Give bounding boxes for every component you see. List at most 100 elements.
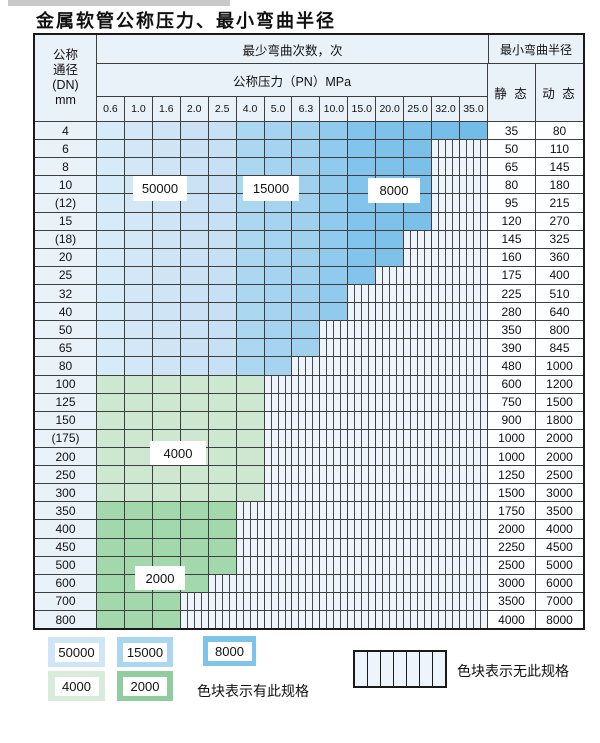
spec-cell	[152, 610, 181, 629]
spec-cell	[152, 393, 181, 411]
no-spec-cell	[348, 466, 377, 484]
no-spec-cell	[404, 266, 433, 284]
spec-cell	[236, 230, 265, 248]
dynamic-radius-cell: 4000	[536, 520, 583, 538]
no-spec-cell	[236, 502, 265, 520]
no-spec-cell	[459, 502, 488, 520]
spec-cell	[124, 321, 153, 339]
no-spec-cell	[348, 502, 377, 520]
no-spec-cell	[404, 411, 433, 429]
dynamic-radius-cell: 80	[536, 122, 583, 140]
pn-column-header: 15.0	[348, 97, 377, 121]
spec-cell	[124, 339, 153, 357]
spec-cell	[97, 393, 125, 411]
no-spec-cell	[459, 520, 488, 538]
no-spec-cell	[348, 411, 377, 429]
table-row: 80 480 1000	[35, 356, 583, 375]
spec-cell	[124, 158, 153, 176]
table-row: 20 160 360	[35, 247, 583, 266]
no-spec-cell	[376, 520, 405, 538]
spec-cell	[124, 230, 153, 248]
dn-cell: 80	[35, 357, 97, 375]
no-spec-cell	[208, 610, 237, 629]
spec-cell	[236, 284, 265, 303]
spec-cell	[348, 140, 377, 158]
pn-column-header: 6.3	[292, 97, 321, 121]
dynamic-radius-cell: 1200	[536, 375, 583, 393]
no-spec-cell	[376, 447, 405, 466]
spec-cell	[180, 484, 209, 502]
dn-cell: 32	[35, 284, 97, 303]
dynamic-radius-cell: 400	[536, 266, 583, 284]
spec-cell	[208, 520, 237, 538]
dn-column-header: 公称 通径 (DN) mm	[35, 35, 97, 121]
spec-cell	[97, 556, 125, 574]
spec-cell	[208, 303, 237, 321]
spec-cell	[97, 520, 125, 538]
dn-cell: 20	[35, 248, 97, 266]
no-spec-cell	[459, 303, 488, 321]
pn-strip	[97, 357, 488, 375]
no-spec-cell	[264, 610, 293, 629]
spec-cell	[376, 140, 405, 158]
dynamic-column-header: 动 态	[542, 87, 577, 101]
dynamic-radius-cell: 8000	[536, 610, 583, 629]
legend-swatch-label: 8000	[207, 641, 252, 661]
dn-cell: 100	[35, 375, 97, 393]
spec-cell	[152, 284, 181, 303]
no-spec-cell	[432, 429, 460, 447]
spec-cell	[264, 266, 293, 284]
region-label-2000: 2000	[135, 566, 185, 590]
table-row: 300 1500 3000	[35, 483, 583, 502]
table-row: 4 35 80	[35, 121, 583, 140]
spec-cell	[97, 411, 125, 429]
spec-cell	[180, 248, 209, 266]
top-edge-strip	[8, 0, 230, 6]
no-spec-cell	[432, 502, 460, 520]
spec-cell	[264, 248, 293, 266]
dynamic-radius-cell: 510	[536, 284, 583, 303]
legend-swatch-label: 2000	[123, 676, 167, 696]
spec-cell	[97, 194, 125, 212]
table-row: 65 390 845	[35, 338, 583, 357]
static-radius-cell: 2500	[487, 556, 536, 574]
spec-cell	[320, 194, 349, 212]
no-spec-cell	[264, 502, 293, 520]
no-spec-cell	[236, 520, 265, 538]
static-radius-cell: 3500	[487, 592, 536, 610]
table-row: 250 1250 2500	[35, 465, 583, 484]
table-row: 125 750 1500	[35, 392, 583, 411]
spec-cell	[208, 484, 237, 502]
dn-cell: 450	[35, 538, 97, 556]
min-radius-header: 最小弯曲半径	[499, 42, 572, 57]
dn-cell: (12)	[35, 194, 97, 212]
spec-cell	[376, 158, 405, 176]
no-spec-cell	[432, 158, 460, 176]
spec-cell	[97, 140, 125, 158]
spec-cell	[292, 212, 321, 230]
dn-cell: 50	[35, 321, 97, 339]
dynamic-radius-cell: 360	[536, 248, 583, 266]
no-spec-cell	[376, 375, 405, 393]
no-spec-cell	[432, 592, 460, 610]
spec-cell	[124, 484, 153, 502]
no-spec-cell	[459, 212, 488, 230]
no-spec-cell	[376, 339, 405, 357]
spec-cell	[264, 339, 293, 357]
no-spec-cell	[404, 357, 433, 375]
no-spec-cell	[320, 321, 349, 339]
spec-cell	[292, 248, 321, 266]
spec-cell	[264, 140, 293, 158]
no-spec-cell	[348, 538, 377, 556]
pn-column-header: 2.5	[209, 97, 237, 121]
spec-cell	[292, 122, 321, 140]
spec-cell	[97, 574, 125, 592]
no-spec-cell	[432, 176, 460, 194]
spec-cell	[152, 212, 181, 230]
no-spec-cell	[264, 393, 293, 411]
pn-strip	[97, 321, 488, 339]
spec-cell	[97, 212, 125, 230]
no-spec-cell	[348, 357, 377, 375]
spec-cell	[124, 610, 153, 629]
static-radius-cell: 350	[487, 321, 536, 339]
